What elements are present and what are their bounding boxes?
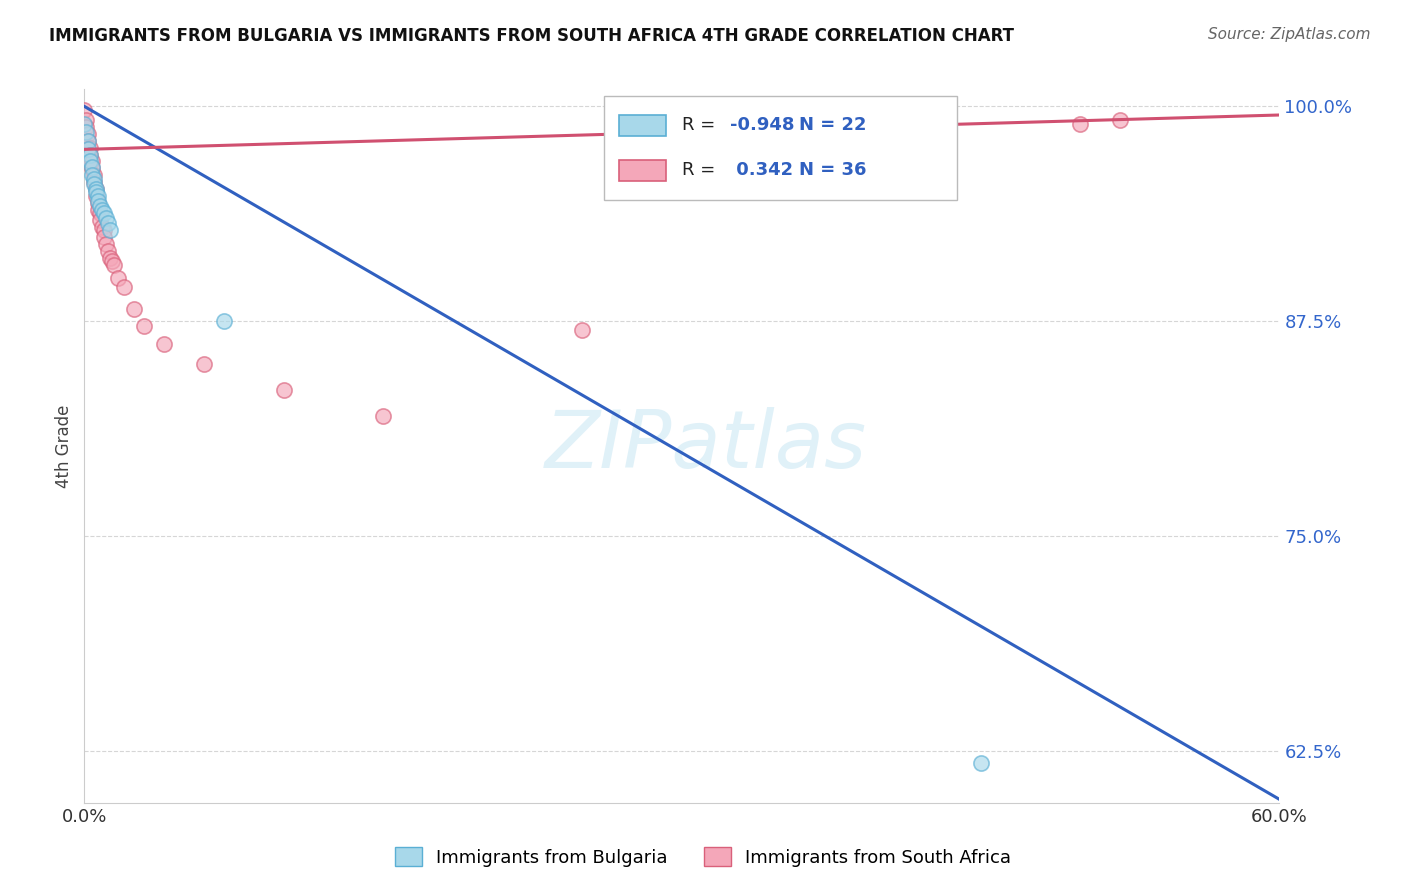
Point bbox=[132, 319, 156, 334]
Point bbox=[86, 182, 108, 196]
Point bbox=[91, 219, 114, 234]
Y-axis label: 4th Grade: 4th Grade bbox=[55, 404, 73, 488]
Point bbox=[112, 280, 135, 294]
Point bbox=[83, 171, 105, 186]
Point bbox=[83, 175, 105, 189]
Point bbox=[79, 147, 101, 161]
Point bbox=[79, 141, 101, 155]
Point bbox=[91, 202, 114, 217]
Text: -0.948: -0.948 bbox=[730, 116, 794, 134]
Text: ZIPatlas: ZIPatlas bbox=[544, 407, 868, 485]
Point bbox=[103, 258, 125, 272]
Point bbox=[1069, 117, 1091, 131]
Point bbox=[93, 230, 115, 244]
Point bbox=[75, 113, 97, 128]
Point bbox=[89, 213, 111, 227]
Point bbox=[89, 206, 111, 220]
Point bbox=[93, 206, 115, 220]
Point bbox=[87, 194, 110, 208]
Point bbox=[82, 154, 104, 169]
Point bbox=[82, 160, 104, 174]
Point bbox=[87, 189, 110, 203]
Point bbox=[373, 409, 395, 423]
Point bbox=[77, 134, 100, 148]
Text: IMMIGRANTS FROM BULGARIA VS IMMIGRANTS FROM SOUTH AFRICA 4TH GRADE CORRELATION C: IMMIGRANTS FROM BULGARIA VS IMMIGRANTS F… bbox=[49, 27, 1014, 45]
Point bbox=[1109, 113, 1132, 128]
Point bbox=[98, 223, 121, 237]
Point bbox=[83, 177, 105, 191]
Point bbox=[86, 182, 108, 196]
Bar bbox=[619, 115, 666, 136]
Point bbox=[101, 254, 124, 268]
Point bbox=[153, 336, 176, 351]
Text: R =: R = bbox=[682, 116, 721, 134]
Point bbox=[96, 211, 118, 226]
Text: 0.342: 0.342 bbox=[730, 161, 793, 178]
Point bbox=[87, 195, 110, 210]
Text: N = 22: N = 22 bbox=[799, 116, 866, 134]
Point bbox=[87, 202, 110, 217]
Point bbox=[75, 125, 97, 139]
Text: Source: ZipAtlas.com: Source: ZipAtlas.com bbox=[1208, 27, 1371, 42]
Point bbox=[89, 199, 111, 213]
FancyBboxPatch shape bbox=[605, 96, 957, 200]
Text: R =: R = bbox=[682, 161, 721, 178]
Point bbox=[86, 186, 108, 200]
Point bbox=[273, 383, 295, 397]
Point bbox=[107, 271, 129, 285]
Point bbox=[82, 168, 104, 182]
Point bbox=[571, 323, 593, 337]
Bar bbox=[619, 160, 666, 181]
Point bbox=[75, 120, 97, 134]
Point bbox=[79, 147, 101, 161]
Point bbox=[82, 161, 104, 176]
Point bbox=[212, 314, 235, 328]
Point bbox=[83, 168, 105, 182]
Point bbox=[122, 302, 145, 317]
Point bbox=[970, 756, 993, 771]
Point bbox=[77, 134, 100, 148]
Text: N = 36: N = 36 bbox=[799, 161, 866, 178]
Point bbox=[97, 216, 120, 230]
Point bbox=[96, 236, 118, 251]
Point bbox=[73, 117, 96, 131]
Point bbox=[97, 244, 120, 258]
Point bbox=[98, 251, 121, 265]
Point bbox=[193, 357, 215, 371]
Point bbox=[79, 154, 101, 169]
Legend: Immigrants from Bulgaria, Immigrants from South Africa: Immigrants from Bulgaria, Immigrants fro… bbox=[388, 840, 1018, 874]
Point bbox=[73, 103, 96, 117]
Point bbox=[77, 142, 100, 156]
Point bbox=[93, 223, 115, 237]
Point bbox=[86, 189, 108, 203]
Point bbox=[77, 127, 100, 141]
